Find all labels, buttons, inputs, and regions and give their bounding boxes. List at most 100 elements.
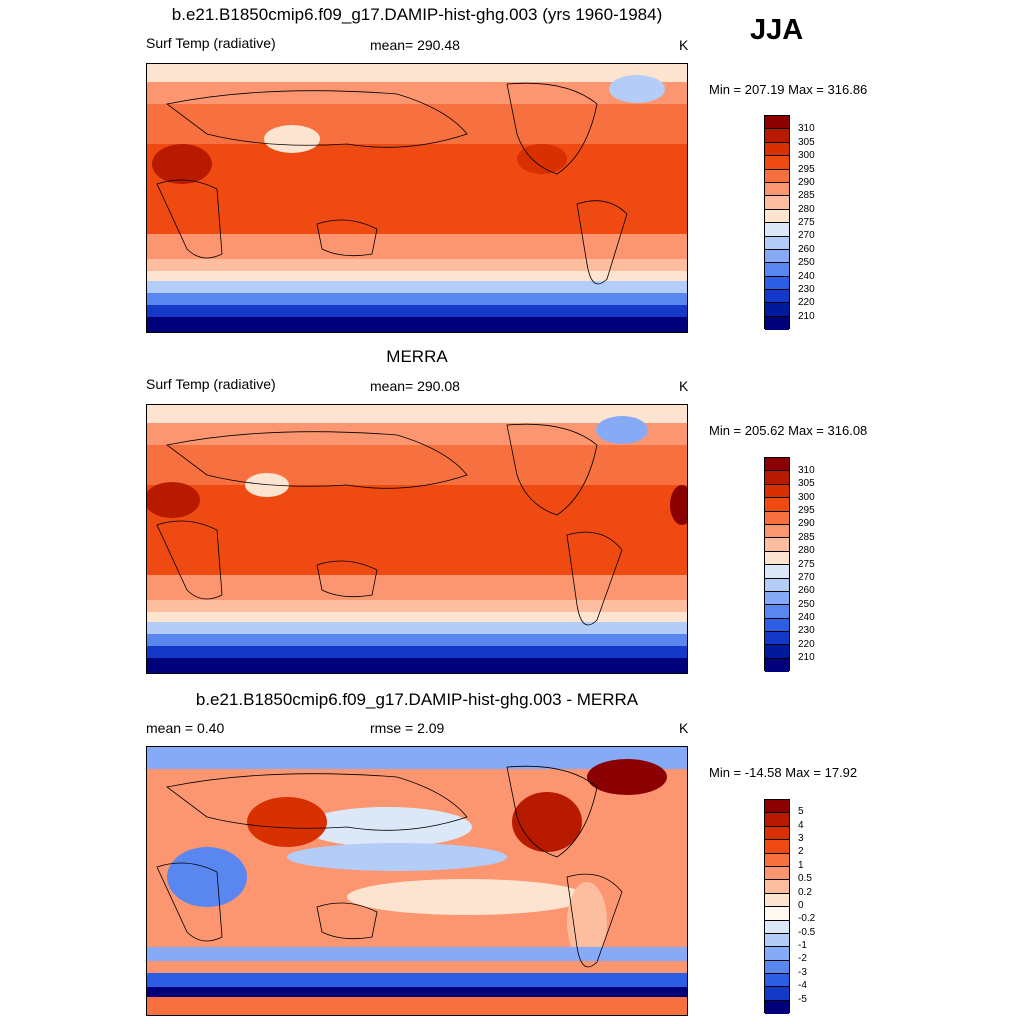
panel-1-title: b.e21.B1850cmip6.f09_g17.DAMIP-hist-ghg.… <box>171 5 663 24</box>
colorbar-tick-label: 240 <box>798 271 815 282</box>
colorbar-swatch <box>765 471 789 485</box>
panel-2-colorbar <box>764 457 790 673</box>
colorbar-tick-label: -1 <box>798 940 807 951</box>
panel-2-units-label: K <box>679 378 689 394</box>
colorbar-tick-label: 4 <box>798 820 804 831</box>
colorbar-tick-label: 310 <box>798 465 815 476</box>
colorbar-swatch <box>765 116 789 130</box>
colorbar-swatch <box>765 618 789 633</box>
colorbar-swatch <box>765 840 789 854</box>
colorbar-tick-label: 310 <box>798 123 815 134</box>
colorbar-swatch <box>765 880 789 894</box>
colorbar-tick-label: 295 <box>798 505 815 516</box>
colorbar-swatch <box>765 524 789 539</box>
colorbar-tick-label: 275 <box>798 559 815 570</box>
merra-surface-temperature-map <box>146 404 688 674</box>
colorbar-tick-label: -0.2 <box>798 913 816 924</box>
colorbar-swatch <box>765 866 789 881</box>
colorbar-swatch <box>765 645 789 659</box>
colorbar-swatch <box>765 658 789 673</box>
colorbar-swatch <box>765 142 789 157</box>
panel-3-units-label: K <box>679 720 689 736</box>
colorbar-swatch <box>765 853 789 867</box>
colorbar-swatch <box>765 591 789 606</box>
colorbar-swatch <box>765 498 789 512</box>
colorbar-swatch <box>765 893 789 908</box>
colorbar-swatch <box>765 303 789 317</box>
panel-2-mean-label: mean= 290.08 <box>370 378 460 394</box>
colorbar-swatch <box>765 800 789 814</box>
model-surface-temperature-map <box>146 63 688 333</box>
colorbar-tick-label: 285 <box>798 190 815 201</box>
panel-1-colorbar <box>764 115 790 331</box>
colorbar-tick-label: -3 <box>798 967 807 978</box>
panel-1-units-label: K <box>679 37 689 53</box>
colorbar-tick-label: 1 <box>798 860 804 871</box>
colorbar-swatch <box>765 156 789 170</box>
colorbar-tick-label: 230 <box>798 284 815 295</box>
colorbar-tick-label: -2 <box>798 953 807 964</box>
colorbar-tick-label: 290 <box>798 518 815 529</box>
colorbar-swatch <box>765 249 789 264</box>
colorbar-swatch <box>765 907 789 921</box>
colorbar-swatch <box>765 316 789 331</box>
season-label: JJA <box>750 14 804 46</box>
panel-1-variable-label: Surf Temp (radiative) <box>146 35 276 51</box>
colorbar-tick-label: 275 <box>798 217 815 228</box>
colorbar-tick-label: 260 <box>798 585 815 596</box>
panel-1-minmax: Min = 207.19 Max = 316.86 <box>709 82 868 97</box>
colorbar-swatch <box>765 236 789 250</box>
colorbar-swatch <box>765 565 789 579</box>
colorbar-tick-label: 230 <box>798 625 815 636</box>
colorbar-swatch <box>765 484 789 499</box>
colorbar-tick-label: -5 <box>798 994 807 1005</box>
difference-surface-temperature-map <box>146 746 688 1016</box>
colorbar-tick-label: 250 <box>798 257 815 268</box>
colorbar-swatch <box>765 196 789 210</box>
panel-3-title: b.e21.B1850cmip6.f09_g17.DAMIP-hist-ghg.… <box>195 690 639 709</box>
colorbar-swatch <box>765 263 789 277</box>
panel-2-variable-label: Surf Temp (radiative) <box>146 376 276 392</box>
colorbar-swatch <box>765 276 789 291</box>
colorbar-tick-label: 250 <box>798 599 815 610</box>
colorbar-tick-label: 260 <box>798 244 815 255</box>
colorbar-tick-label: 220 <box>798 639 815 650</box>
colorbar-tick-label: 300 <box>798 492 815 503</box>
colorbar-tick-label: 305 <box>798 137 815 148</box>
colorbar-swatch <box>765 987 789 1001</box>
colorbar-tick-label: -4 <box>798 980 807 991</box>
colorbar-swatch <box>765 632 789 646</box>
colorbar-swatch <box>765 209 789 224</box>
colorbar-tick-label: 0.2 <box>798 887 812 898</box>
colorbar-swatch <box>765 551 789 566</box>
colorbar-swatch <box>765 538 789 552</box>
colorbar-swatch <box>765 223 789 237</box>
colorbar-tick-label: 240 <box>798 612 815 623</box>
colorbar-tick-label: 210 <box>798 311 815 322</box>
colorbar-tick-label: 270 <box>798 572 815 583</box>
colorbar-swatch <box>765 826 789 841</box>
colorbar-tick-label: 280 <box>798 545 815 556</box>
colorbar-tick-label: 0.5 <box>798 873 812 884</box>
colorbar-tick-label: 210 <box>798 652 815 663</box>
colorbar-swatch <box>765 960 789 975</box>
colorbar-swatch <box>765 813 789 827</box>
colorbar-tick-label: 3 <box>798 833 804 844</box>
colorbar-tick-label: 0 <box>798 900 804 911</box>
colorbar-swatch <box>765 169 789 183</box>
colorbar-swatch <box>765 933 789 948</box>
colorbar-tick-label: 295 <box>798 164 815 175</box>
colorbar-tick-label: 2 <box>798 846 804 857</box>
colorbar-tick-label: 220 <box>798 297 815 308</box>
panel-3-minmax: Min = -14.58 Max = 17.92 <box>709 765 858 780</box>
panel-3-rmse-label: rmse = 2.09 <box>370 720 445 736</box>
colorbar-swatch <box>765 1000 789 1015</box>
colorbar-swatch <box>765 605 789 619</box>
panel-1-mean-label: mean= 290.48 <box>370 37 460 53</box>
colorbar-tick-label: 285 <box>798 532 815 543</box>
colorbar-tick-label: 280 <box>798 204 815 215</box>
panel-3-colorbar <box>764 799 790 1015</box>
colorbar-tick-label: 290 <box>798 177 815 188</box>
colorbar-swatch <box>765 129 789 143</box>
colorbar-tick-label: 300 <box>798 150 815 161</box>
